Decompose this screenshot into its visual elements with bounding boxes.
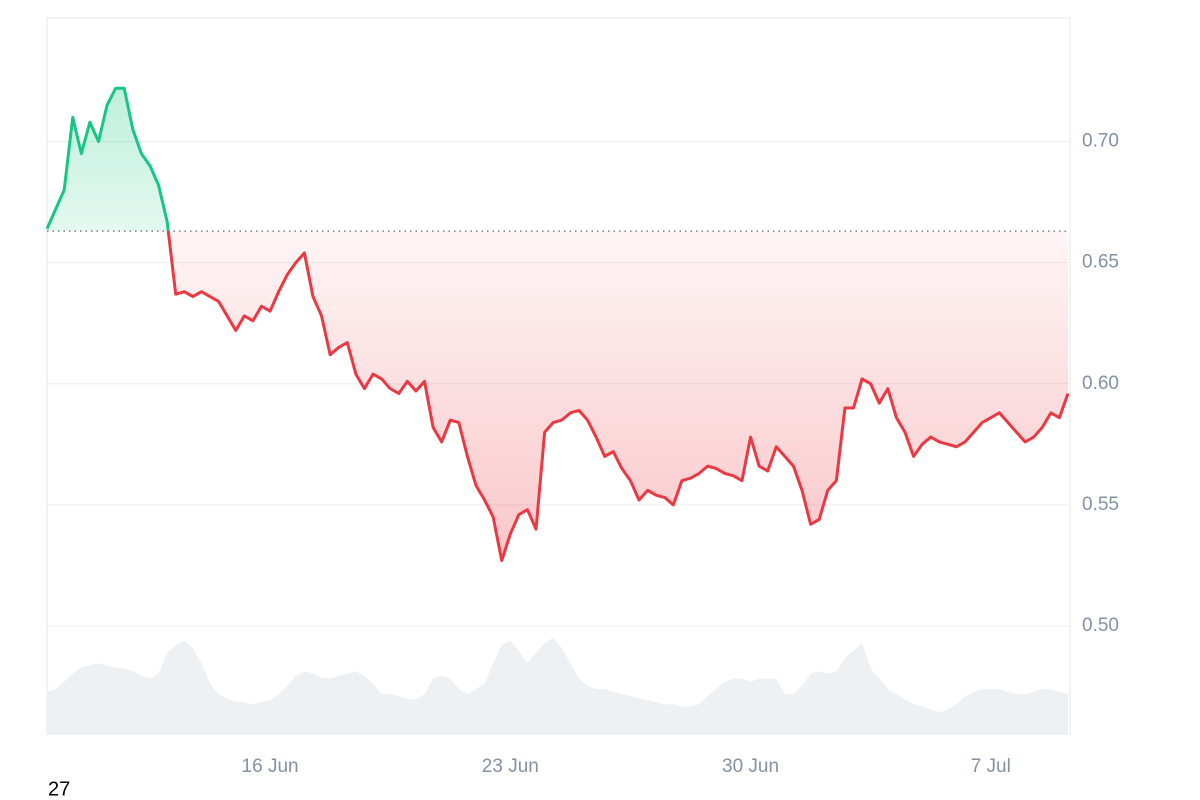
footer-text: 27 xyxy=(48,778,70,800)
price-area xyxy=(47,88,1068,561)
y-tick-label: 0.65 xyxy=(1082,252,1119,273)
y-tick-label: 0.50 xyxy=(1082,615,1119,636)
y-tick-label: 0.60 xyxy=(1082,373,1119,394)
volume-area xyxy=(47,637,1068,735)
x-tick-label: 23 Jun xyxy=(482,756,539,777)
x-tick-label: 16 Jun xyxy=(242,756,299,777)
x-tick-label: 30 Jun xyxy=(722,756,779,777)
y-tick-label: 0.55 xyxy=(1082,494,1119,515)
plot-frame xyxy=(46,17,1071,735)
price-line xyxy=(45,86,1070,563)
y-tick-label: 0.70 xyxy=(1082,131,1119,152)
x-tick-label: 7 Jul xyxy=(971,756,1011,777)
